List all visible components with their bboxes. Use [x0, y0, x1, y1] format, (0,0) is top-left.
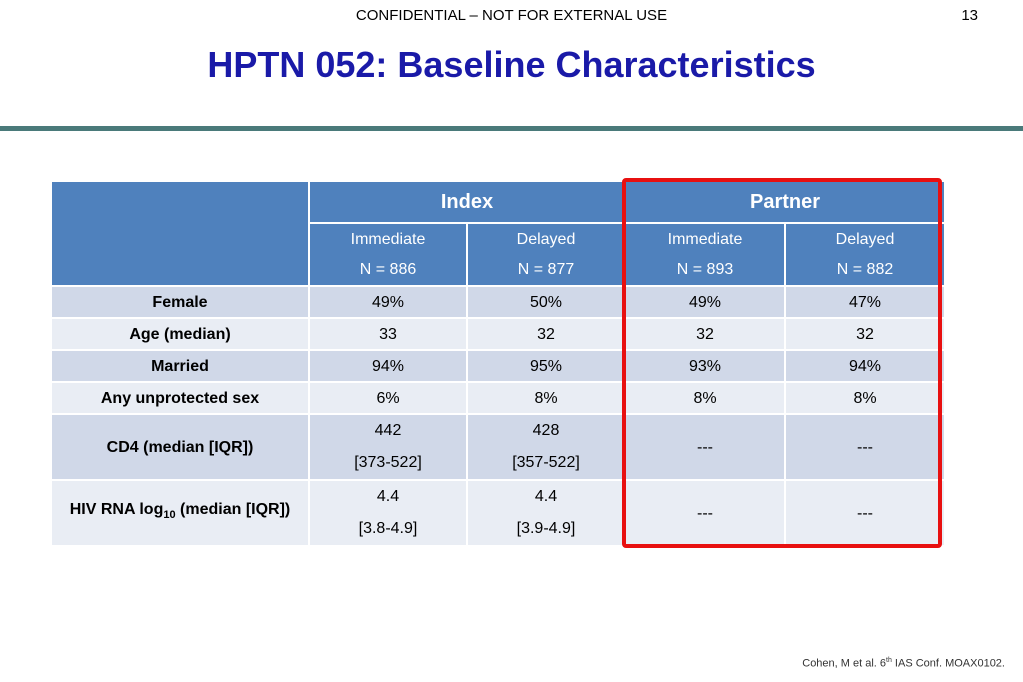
cell-iqr: [357-522]: [512, 454, 580, 471]
row-label: Married: [50, 349, 310, 383]
citation-superscript: th: [886, 657, 892, 665]
table-cell: 442 [373-522]: [308, 413, 468, 481]
table-cell: 94%: [784, 349, 946, 383]
table-cell: 93%: [624, 349, 786, 383]
table-cell: 49%: [624, 285, 786, 319]
table-cell: 49%: [308, 285, 468, 319]
col-header: Immediate N = 893: [624, 222, 786, 287]
title-divider: [0, 126, 1023, 131]
cell-median: 4.4: [534, 488, 558, 505]
arm-label: Immediate: [350, 230, 426, 248]
col-header: Delayed N = 882: [784, 222, 946, 287]
cell-median: 428: [532, 422, 560, 439]
col-header: Immediate N = 886: [308, 222, 468, 287]
group-header-partner: Partner: [624, 180, 946, 224]
table-row: CD4 (median [IQR]) 442 [373-522] 428 [35…: [50, 413, 946, 481]
row-label: Any unprotected sex: [50, 381, 310, 415]
cell-iqr: [3.9-4.9]: [516, 520, 576, 537]
n-label: N = 893: [676, 260, 734, 278]
n-label: N = 882: [836, 260, 894, 278]
row-label: Age (median): [50, 317, 310, 351]
row-label: HIV RNA log10 (median [IQR]): [50, 479, 310, 547]
row-label-subscript: 10: [163, 509, 176, 522]
table-cell: 32: [624, 317, 786, 351]
row-label-pre: HIV RNA log: [69, 501, 164, 519]
table-cell: 6%: [308, 381, 468, 415]
table-cell: 33: [308, 317, 468, 351]
table-cell: ---: [784, 413, 946, 481]
page-number: 13: [961, 7, 978, 24]
table-row: Married 94% 95% 93% 94%: [50, 349, 946, 383]
cell-iqr: [3.8-4.9]: [358, 520, 418, 537]
citation-text: Cohen, M et al. 6: [802, 658, 887, 670]
citation: Cohen, M et al. 6th IAS Conf. MOAX0102.: [802, 657, 1005, 670]
corner-cell: [50, 180, 310, 287]
cell-median: 442: [374, 422, 402, 439]
table-cell: 94%: [308, 349, 468, 383]
baseline-table: Index Partner Immediate N = 886 Delayed …: [50, 180, 946, 547]
table-cell: ---: [624, 413, 786, 481]
arm-label: Delayed: [516, 230, 576, 248]
n-label: N = 877: [517, 260, 575, 278]
cell-median: 4.4: [376, 488, 400, 505]
table-row: Any unprotected sex 6% 8% 8% 8%: [50, 381, 946, 415]
row-label-post: (median [IQR]): [175, 501, 291, 519]
table-cell: 95%: [466, 349, 626, 383]
cell-iqr: [373-522]: [354, 454, 422, 471]
group-header-index: Index: [308, 180, 626, 224]
table-cell: 4.4 [3.9-4.9]: [466, 479, 626, 547]
table-cell: 47%: [784, 285, 946, 319]
table-cell: 4.4 [3.8-4.9]: [308, 479, 468, 547]
table-cell: 428 [357-522]: [466, 413, 626, 481]
arm-label: Delayed: [835, 230, 895, 248]
n-label: N = 886: [359, 260, 417, 278]
table-cell: 32: [784, 317, 946, 351]
table-cell: 8%: [466, 381, 626, 415]
col-header: Delayed N = 877: [466, 222, 626, 287]
table-row: Female 49% 50% 49% 47%: [50, 285, 946, 319]
row-label: CD4 (median [IQR]): [50, 413, 310, 481]
table-cell: 8%: [624, 381, 786, 415]
arm-label: Immediate: [667, 230, 743, 248]
row-label: Female: [50, 285, 310, 319]
table-row: Age (median) 33 32 32 32: [50, 317, 946, 351]
table-cell: ---: [624, 479, 786, 547]
table-row: HIV RNA log10 (median [IQR]) 4.4 [3.8-4.…: [50, 479, 946, 547]
slide-title: HPTN 052: Baseline Characteristics: [207, 44, 816, 85]
table-cell: 50%: [466, 285, 626, 319]
table-cell: 32: [466, 317, 626, 351]
citation-text-end: IAS Conf. MOAX0102.: [891, 658, 1005, 670]
partner-highlight-box: [622, 178, 942, 548]
confidential-notice: CONFIDENTIAL – NOT FOR EXTERNAL USE: [355, 7, 668, 24]
table-cell: 8%: [784, 381, 946, 415]
